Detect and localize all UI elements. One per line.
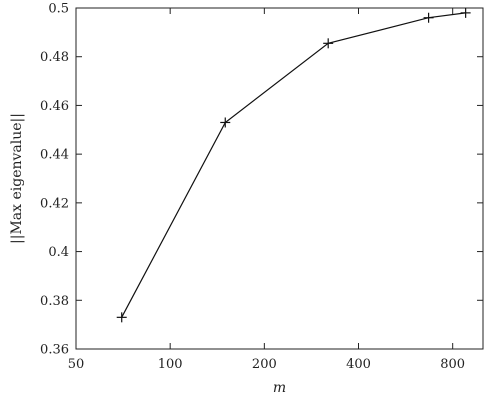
y-tick-label: 0.42	[40, 196, 69, 211]
data-point-marker	[220, 117, 231, 128]
x-tick-label: 50	[68, 357, 85, 372]
y-tick-label: 0.48	[40, 50, 69, 65]
y-axis-label: ||Max eigenvalue||	[9, 113, 25, 244]
data-point-marker	[423, 12, 434, 23]
x-axis-label: m	[273, 380, 286, 396]
x-tick-label: 800	[440, 357, 465, 372]
series-line	[121, 12, 466, 318]
y-axis: 0.36 0.38 0.4 0.42 0.44 0.46 0.48 0.5	[40, 2, 483, 358]
data-point-marker	[116, 312, 127, 323]
y-tick-label: 0.38	[40, 294, 69, 309]
x-tick-label: 100	[158, 357, 183, 372]
data-point-marker	[460, 7, 471, 18]
y-tick-label: 0.36	[40, 343, 69, 358]
plot-frame	[75, 7, 484, 350]
x-tick-label: 200	[252, 357, 277, 372]
x-axis: 50 100 200 400 800	[68, 8, 465, 372]
series-layer	[116, 7, 471, 323]
y-tick-label: 0.46	[40, 99, 69, 114]
y-tick-label: 0.5	[48, 2, 69, 17]
x-tick-label: 400	[346, 357, 371, 372]
y-tick-label: 0.44	[40, 148, 69, 163]
data-point-marker	[323, 38, 334, 49]
y-tick-label: 0.4	[48, 245, 69, 260]
